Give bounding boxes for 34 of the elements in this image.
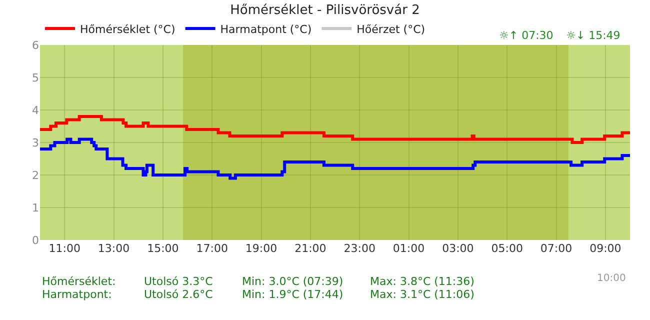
legend-label: Hőérzet (°C) [356, 22, 426, 36]
x-tick-label: 11:00 [48, 242, 80, 255]
text: Max: 3.8°C (11:36) [370, 275, 474, 288]
x-tick-label: 07:00 [540, 242, 572, 255]
y-tick-label: 4 [32, 104, 39, 117]
y-tick-label: 6 [32, 38, 39, 52]
legend-label: Hőmérséklet (°C) [80, 22, 176, 36]
x-tick-label: 23:00 [344, 242, 376, 255]
y-tick-label: 0 [32, 234, 39, 247]
text: Max: 3.1°C (11:06) [370, 288, 474, 301]
text: ☼↑ 07:30 [499, 29, 554, 42]
text: Utolsó 3.3°C [144, 275, 214, 288]
y-tick-label: 3 [32, 136, 39, 150]
x-tick-label: 05:00 [491, 242, 523, 255]
x-tick-label: 19:00 [245, 242, 278, 255]
text: Min: 1.9°C (17:44) [242, 288, 344, 301]
x-tick-label: 17:00 [196, 242, 228, 255]
x-tick-label: 21:00 [294, 242, 326, 255]
x-tick-label: 03:00 [442, 242, 474, 255]
text: Min: 3.0°C (07:39) [242, 275, 344, 288]
text: ☼↓ 15:49 [566, 29, 620, 42]
x-tick-label: 09:00 [590, 242, 622, 255]
text: Utolsó 2.6°C [144, 288, 214, 301]
x-tick-label: 13:00 [98, 242, 130, 255]
x-tick-label: 15:00 [147, 242, 179, 255]
text: 10:00 [597, 273, 626, 284]
text: Harmatpont: [42, 288, 112, 301]
y-tick-label: 2 [32, 168, 39, 182]
y-tick-label: 5 [32, 71, 39, 84]
legend-label: Harmatpont (°C) [220, 22, 312, 36]
text: Hőmérséklet: [42, 275, 116, 288]
x-tick-label: 01:00 [392, 242, 425, 255]
chart-title: Hőmérséklet - Pilisvörösvár 2 [230, 2, 420, 18]
y-tick-label: 1 [32, 201, 39, 214]
